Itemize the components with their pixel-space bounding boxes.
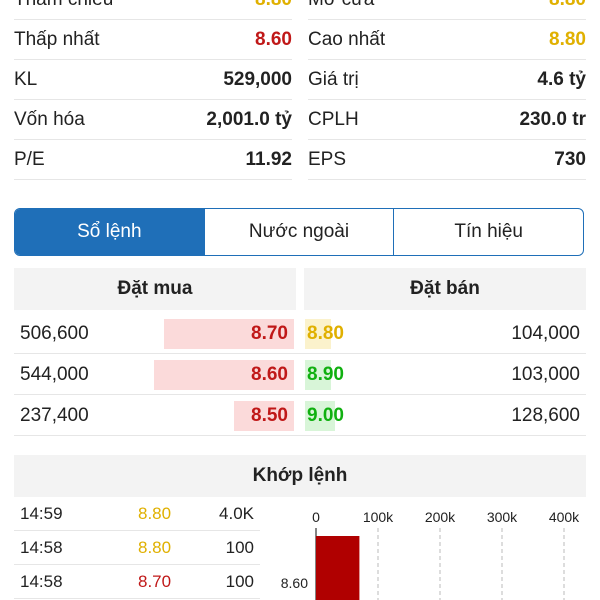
y-category-label: 8.60 [281,575,308,591]
chart-svg: 0 100k 200k 300k 400k 8.60 [281,509,580,600]
x-tick-label: 0 [312,509,320,525]
stat-label: Cao nhất [308,28,386,50]
tab-foreign[interactable]: Nước ngoài [203,209,394,255]
match-time: 14:58 [20,538,63,557]
stat-label: KL [14,68,38,90]
sell-volume: 128,600 [511,405,580,426]
buy-header: Đặt mua [14,268,296,310]
stat-value: 529,000 [223,68,292,90]
stat-value: 4.6 tỷ [537,68,586,90]
stat-label: CPLH [308,108,359,130]
stat-label: EPS [308,148,347,170]
orderbook-row: 506,600 8.70 8.80 104,000 [14,314,586,354]
stat-value: 11.92 [245,148,293,170]
matched-row: 14:59 8.80 4.0K [14,497,260,531]
stat-value: 8.80 [255,0,292,11]
buy-volume: 237,400 [20,405,89,426]
sell-volume-bar [305,401,335,431]
matched-orders-header: Khớp lệnh [14,455,586,497]
sell-volume: 103,000 [511,364,580,385]
match-price: 8.70 [138,572,172,591]
x-tick-label: 200k [425,509,456,525]
match-price: 8.80 [138,538,172,557]
buy-price: 8.60 [251,364,288,385]
match-volume: 4.0K [219,504,254,523]
stat-label: Giá trị [308,68,359,90]
match-price: 8.80 [138,504,172,523]
buy-volume: 544,000 [20,364,89,385]
sell-header: Đặt bán [304,268,586,310]
volume-by-price-chart: 0 100k 200k 300k 400k 8.60 [270,500,600,600]
match-time: 14:58 [20,572,63,591]
stats-panel: Tham chiếu8.80 Mở cửa8.80 Thấp nhất8.60 … [14,0,586,180]
stat-label: P/E [14,148,45,170]
buy-volume-bar [164,319,294,349]
stat-label: Mở cửa [308,0,374,11]
buy-price: 8.70 [251,323,288,344]
segmented-tabs: Sổ lệnh Nước ngoài Tín hiệu [14,208,584,256]
stat-value: 730 [554,148,586,170]
buy-volume-bar [234,401,294,431]
stat-label: Thấp nhất [14,28,100,50]
orderbook-row: 237,400 8.50 9.00 128,600 [14,396,586,436]
tab-signals[interactable]: Tín hiệu [393,209,583,255]
x-tick-label: 100k [363,509,394,525]
sell-volume-bar [305,360,331,390]
orderbook-row: 544,000 8.60 8.90 103,000 [14,355,586,395]
stat-value: 8.80 [549,28,586,50]
stat-value: 230.0 tr [519,108,586,130]
buy-price: 8.50 [251,405,288,426]
sell-volume: 104,000 [511,323,580,344]
x-tick-label: 300k [487,509,518,525]
sell-price: 9.00 [307,405,344,426]
stat-value: 8.80 [549,0,586,11]
volume-bar [316,536,360,600]
tab-order-book[interactable]: Sổ lệnh [15,209,204,255]
stat-label: Tham chiếu [14,0,113,11]
match-time: 14:59 [20,504,63,523]
buy-volume-bar [154,360,294,390]
match-volume: 100 [225,572,254,591]
match-volume: 100 [225,538,254,557]
stat-value: 2,001.0 tỷ [206,108,292,130]
stat-label: Vốn hóa [14,108,85,130]
buy-volume: 506,600 [20,323,89,344]
matched-row: 14:58 8.70 100 [14,565,260,599]
stat-value: 8.60 [255,28,292,50]
x-tick-label: 400k [549,509,580,525]
sell-price: 8.80 [307,323,344,344]
sell-volume-bar [305,319,331,349]
matched-row: 14:58 8.80 100 [14,531,260,565]
sell-price: 8.90 [307,364,344,385]
